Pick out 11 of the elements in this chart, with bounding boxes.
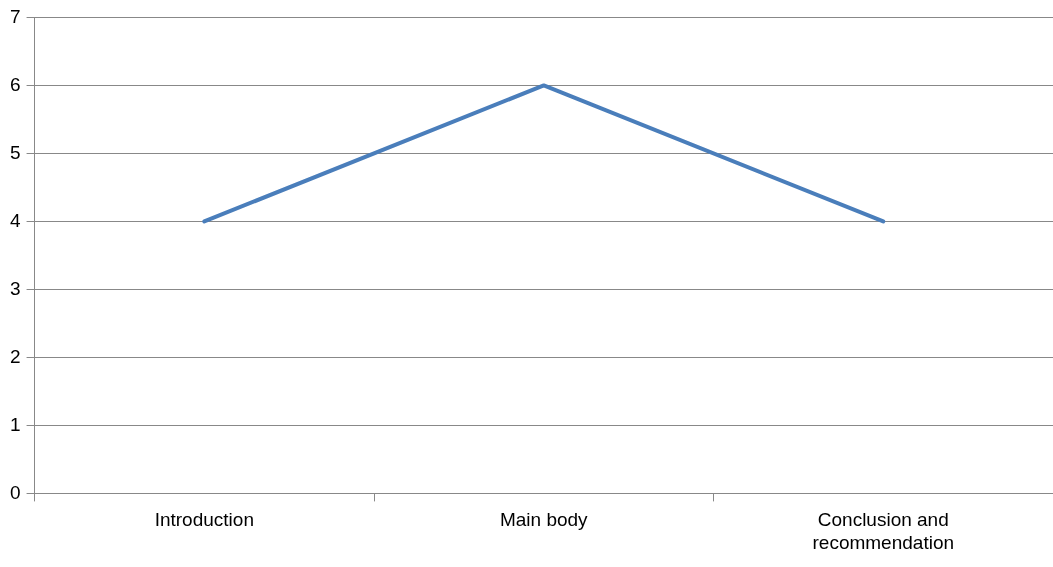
y-tick-label: 4 (9, 209, 21, 231)
y-tick-label: 5 (9, 141, 21, 163)
y-tick-label: 0 (9, 481, 21, 503)
y-tick-label: 3 (9, 277, 21, 299)
y-tick-label: 6 (9, 73, 21, 95)
y-tick-label: 2 (9, 345, 21, 367)
x-tick-label: Conclusion and recommendation (812, 509, 955, 553)
x-tick-label: Introduction (154, 509, 254, 531)
y-tick-label: 7 (9, 5, 21, 27)
x-tick-label: Main body (499, 509, 589, 531)
y-tick-label: 1 (9, 413, 21, 435)
